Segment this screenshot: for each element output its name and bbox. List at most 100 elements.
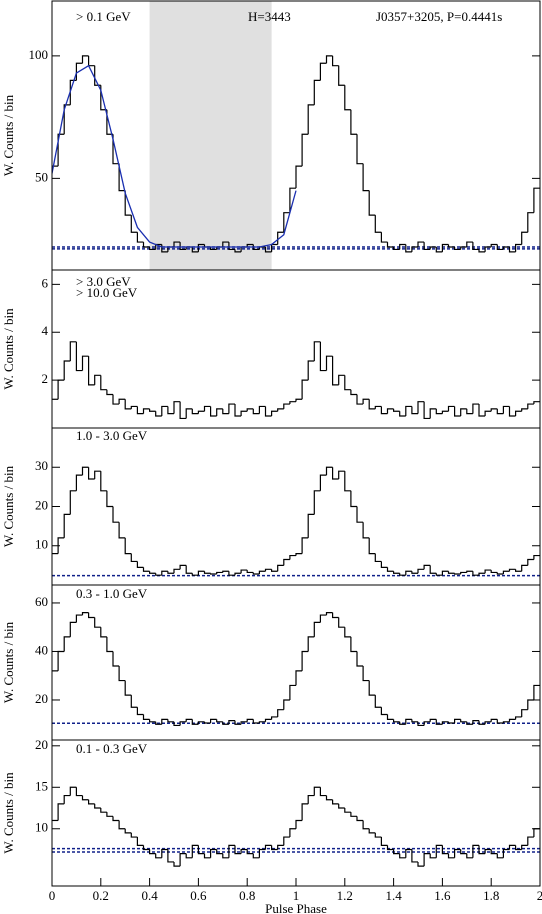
axes-frame — [51, 0, 541, 271]
histogram-bin — [466, 570, 473, 573]
histogram-bin — [490, 849, 498, 855]
histogram-bin — [240, 721, 248, 725]
histogram-bin — [63, 360, 71, 381]
histogram-bin — [515, 243, 522, 252]
x-axis-label: Pulse Phase — [265, 901, 327, 914]
histogram-bin — [130, 405, 138, 409]
histogram-bin — [356, 134, 364, 165]
histogram-bin — [368, 828, 376, 834]
histogram-bin — [405, 244, 412, 253]
histogram-bin — [332, 55, 339, 67]
y-axis-label: W. Counts / bin — [1, 621, 16, 703]
histogram-bin — [283, 558, 290, 566]
histogram-bin — [356, 506, 364, 523]
histogram-bin — [246, 570, 254, 574]
histogram-bin — [301, 133, 309, 167]
histogram-bin — [380, 561, 388, 568]
histogram-bin — [472, 571, 479, 576]
histogram-bin — [344, 471, 351, 492]
histogram-bin — [142, 714, 150, 720]
histogram-bin — [63, 104, 71, 135]
histogram-bin — [100, 375, 107, 391]
histogram-bin — [252, 719, 260, 724]
histogram-bin — [136, 837, 144, 846]
histogram-bin — [240, 848, 248, 854]
histogram-bin — [106, 109, 113, 135]
histogram-bin — [252, 572, 260, 575]
histogram-bin — [283, 403, 290, 409]
y-tick-label: 100 — [29, 47, 49, 62]
histogram-bin — [368, 399, 376, 410]
histogram-bin — [502, 721, 510, 724]
histogram-bin — [81, 795, 89, 801]
histogram-bin — [313, 341, 321, 361]
histogram-bin — [344, 375, 351, 391]
histogram-bin — [307, 360, 315, 381]
histogram-bin — [197, 845, 205, 855]
histogram-bin — [338, 65, 345, 86]
histogram-bin — [264, 246, 272, 253]
histogram-bin — [167, 571, 174, 574]
histogram-bin — [386, 567, 394, 572]
histogram-bin — [435, 844, 443, 858]
histogram-bin — [301, 379, 309, 400]
histogram-bin — [191, 246, 199, 253]
histogram-bin — [454, 573, 461, 575]
x-tick-label: 0.8 — [239, 888, 255, 903]
annotation: 0.1 - 0.3 GeV — [76, 741, 148, 756]
histogram-bin — [81, 466, 89, 476]
histogram-bin — [472, 403, 479, 414]
histogram-bin — [258, 405, 266, 414]
histogram-bin — [210, 246, 217, 251]
histogram-bin — [332, 467, 339, 480]
annotation: J0357+3205, P=0.4441s — [376, 9, 502, 24]
histogram-bin — [161, 848, 168, 858]
histogram-bin — [173, 568, 181, 574]
histogram-bin — [484, 721, 492, 725]
histogram-bin — [118, 820, 126, 830]
axes-frame — [51, 584, 541, 741]
y-tick-label: 40 — [35, 642, 48, 657]
histogram-bin — [191, 408, 199, 415]
y-tick-label: 20 — [35, 497, 48, 512]
histogram-bin — [508, 246, 516, 253]
histogram-bin — [142, 242, 150, 248]
histogram-bin — [405, 405, 412, 417]
histogram-bin — [356, 816, 364, 822]
histogram-bin — [295, 819, 303, 829]
histogram-bin — [405, 570, 412, 576]
histogram-bin — [210, 848, 217, 858]
y-axis-label: W. Counts / bin — [1, 94, 16, 176]
histogram-bin — [496, 408, 504, 415]
histogram-bin — [386, 845, 394, 851]
histogram-bin — [319, 341, 327, 372]
histogram-bin — [118, 398, 126, 405]
histogram-bin — [100, 85, 107, 111]
histogram-bin — [325, 55, 333, 64]
histogram-bin — [63, 794, 71, 804]
histogram-bin — [356, 394, 364, 405]
histogram-bin — [203, 721, 211, 724]
histogram-bin — [393, 408, 400, 412]
histogram-bin — [301, 537, 309, 554]
histogram-bin — [216, 849, 223, 855]
histogram-bin — [173, 721, 181, 727]
histogram-bin — [405, 848, 412, 858]
histogram-bin — [277, 844, 284, 850]
histogram-bin — [380, 232, 388, 243]
histogram-bin — [191, 844, 199, 858]
histogram-bin — [191, 719, 199, 725]
histogram-bin — [362, 820, 370, 830]
histogram-bin — [319, 787, 327, 797]
histogram-bin — [447, 405, 455, 412]
histogram-bin — [277, 709, 284, 717]
histogram-bin — [319, 62, 327, 81]
histogram-bin — [155, 573, 162, 576]
histogram-bin — [88, 55, 95, 67]
histogram-bin — [508, 844, 516, 850]
y-axis-label: W. Counts / bin — [1, 772, 16, 854]
histogram-bin — [441, 410, 449, 414]
x-tick-label: 1.8 — [483, 888, 499, 903]
histogram-bin — [179, 853, 187, 867]
histogram-bin — [454, 848, 461, 858]
